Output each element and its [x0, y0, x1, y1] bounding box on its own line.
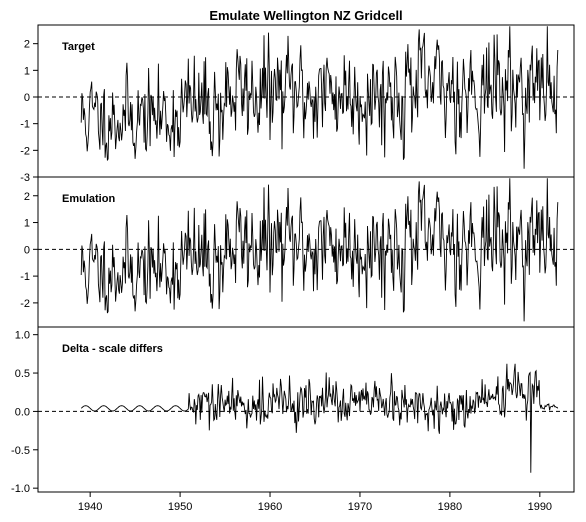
y-tick-label: 0	[24, 244, 30, 256]
y-tick-label: 0	[24, 92, 30, 104]
chart-title: Emulate Wellington NZ Gridcell	[209, 8, 402, 23]
panel-label: Delta - scale differs	[62, 343, 163, 355]
series-line	[80, 178, 559, 322]
x-tick-label: 1940	[78, 501, 102, 513]
x-axis: 1940 1950 1960 1970 1980 1990	[78, 492, 552, 513]
x-tick-label: 1990	[528, 501, 552, 513]
y-tick-label: -0.5	[11, 445, 30, 457]
y-tick-label: -2	[20, 145, 30, 157]
y-tick-label: -3	[20, 172, 30, 184]
y-tick-label: 1	[24, 65, 30, 77]
panel-label: Target	[62, 41, 95, 53]
series-line	[80, 363, 559, 473]
y-tick-label: 2	[24, 39, 30, 51]
x-tick-label: 1950	[168, 501, 192, 513]
series-line	[80, 26, 559, 169]
y-tick-label: 1	[24, 218, 30, 230]
y-tick-label: 1.0	[15, 330, 30, 342]
panel-3: -1.0 -0.5 0.0 0.5 1.0 Delta - scale differs	[11, 326, 575, 495]
y-tick-label: -1	[20, 271, 30, 283]
x-tick-label: 1980	[438, 501, 462, 513]
y-tick-label: -1	[20, 119, 30, 131]
y-tick-label: -1.0	[11, 483, 30, 495]
panel-1: -3 -2 -1 0 1 2 Target	[20, 24, 575, 184]
y-tick-label: 0.5	[15, 368, 30, 380]
panel-label: Emulation	[62, 193, 115, 205]
panel-frame	[37, 326, 575, 493]
y-tick-label: 2	[24, 191, 30, 203]
panels-group: -3 -2 -1 0 1 2 Target -2 -1 0 1 2 Emulation -1.0 -0.5 0…	[11, 24, 575, 495]
x-tick-label: 1960	[258, 501, 282, 513]
x-tick-label: 1970	[348, 501, 372, 513]
y-tick-label: 0.0	[15, 406, 30, 418]
panel-2: -2 -1 0 1 2 Emulation	[20, 176, 575, 328]
y-tick-label: -2	[20, 298, 30, 310]
